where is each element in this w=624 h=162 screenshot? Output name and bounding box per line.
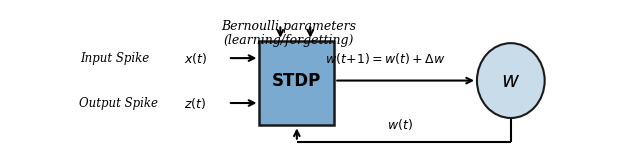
Text: $w(t)$: $w(t)$ — [387, 117, 412, 132]
Text: $x\mathit{(t)}$: $x\mathit{(t)}$ — [185, 51, 208, 66]
Text: $z\mathit{(t)}$: $z\mathit{(t)}$ — [185, 96, 207, 110]
Text: $\mathit{w}$: $\mathit{w}$ — [501, 71, 520, 91]
Text: (learning/forgetting): (learning/forgetting) — [223, 34, 354, 47]
FancyBboxPatch shape — [260, 41, 334, 125]
Text: STDP: STDP — [272, 72, 321, 90]
Text: $w(t\!+\!1) = w(t) + \Delta w$: $w(t\!+\!1) = w(t) + \Delta w$ — [325, 51, 446, 66]
Text: Input Spike: Input Spike — [80, 52, 150, 65]
Text: Output Spike: Output Spike — [79, 97, 158, 110]
Text: Bernoulli parameters: Bernoulli parameters — [221, 20, 356, 33]
Ellipse shape — [477, 43, 545, 118]
